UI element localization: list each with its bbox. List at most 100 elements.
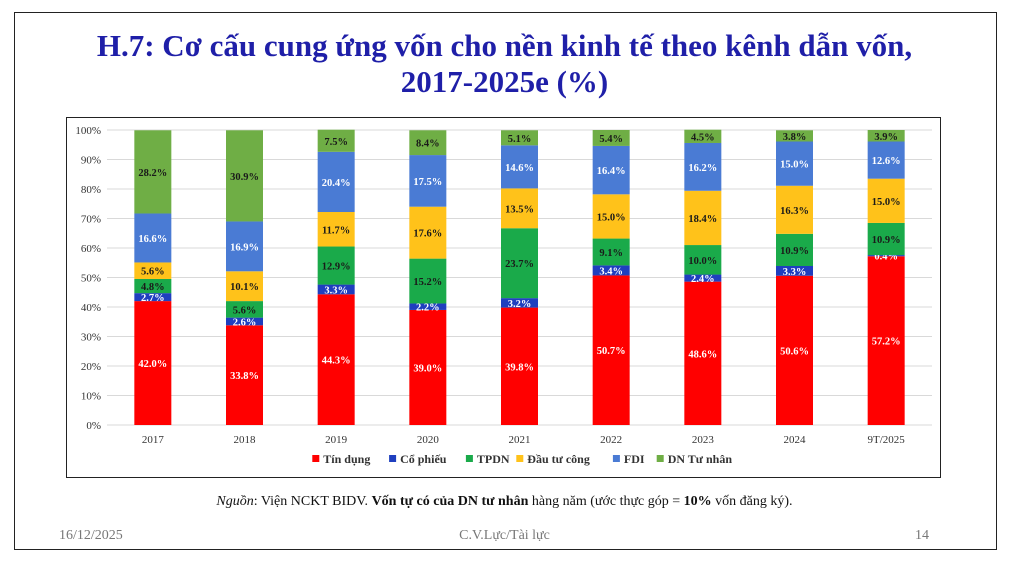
bar-segment: [592, 275, 630, 425]
bar-segment: [776, 233, 813, 266]
x-tick-label: 2020: [417, 434, 440, 446]
x-tick-label: 2019: [325, 434, 348, 446]
legend-swatch: [656, 455, 664, 462]
legend-swatch: [389, 455, 397, 462]
bar-segment: [867, 222, 905, 256]
y-tick-label: 0%: [86, 420, 101, 432]
data-label: 10.1%: [230, 282, 259, 293]
data-label: 33.8%: [230, 371, 259, 382]
y-tick-label: 100%: [75, 125, 101, 137]
data-label: 0.4%: [874, 252, 898, 263]
x-tick-label: 2024: [784, 434, 807, 446]
x-tick-label: 2018: [234, 434, 257, 446]
data-label: 16.4%: [597, 166, 626, 177]
bar-segment: [776, 185, 813, 234]
title-line-1: H.7: Cơ cấu cung ứng vốn cho nền kinh tế…: [96, 28, 913, 63]
source-prefix: Nguồn: [216, 494, 254, 509]
legend-label: Tín dụng: [323, 452, 370, 466]
bar-segment: [226, 130, 263, 222]
data-label: 15.0%: [872, 197, 901, 208]
stacked-bar-chart: 0% 10% 20% 30% 40% 50% 60% 70% 80% 90% 100% 42.0% 2.…: [75, 125, 932, 466]
y-tick-label: 90%: [81, 155, 101, 167]
data-label: 4.5%: [691, 132, 715, 143]
source-note: Nguồn: Viện NCKT BIDV. Vốn tự có của DN …: [0, 494, 1009, 510]
y-tick-label: 20%: [81, 361, 101, 373]
bar-segment: [317, 129, 355, 152]
data-label: 16.9%: [230, 242, 259, 253]
bar-segment: [501, 228, 538, 299]
bar-segment: [409, 155, 447, 207]
y-tick-label: 60%: [81, 243, 101, 255]
data-label: 16.6%: [138, 234, 167, 245]
bar-segment: [684, 142, 722, 191]
bar-segment: [684, 281, 722, 425]
bar-segment: [134, 293, 172, 302]
legend-label: Đầu tư công: [527, 452, 590, 466]
legend-label: Cổ phiếu: [400, 452, 447, 466]
data-label: 18.4%: [688, 214, 717, 225]
footer-date: 16/12/2025: [59, 528, 123, 543]
bar-segment: [226, 301, 263, 318]
bar-segment: [134, 130, 172, 214]
data-label: 8.4%: [416, 139, 440, 150]
data-label: 2.7%: [141, 293, 165, 304]
bar-segment: [867, 256, 905, 425]
data-label: 5.4%: [599, 134, 623, 145]
data-label: 3.4%: [599, 266, 623, 277]
bar-segment: [684, 274, 722, 282]
data-label: 5.6%: [233, 305, 257, 316]
bar-segment: [317, 151, 355, 213]
data-label: 3.3%: [783, 267, 807, 278]
page-title: H.7: Cơ cấu cung ứng vốn cho nền kinh tế…: [40, 28, 969, 100]
bar-segment: [684, 129, 722, 143]
data-label: 28.2%: [138, 168, 167, 179]
x-tick-label: 2022: [600, 434, 622, 446]
data-label: 5.1%: [508, 134, 532, 145]
bar-segment: [409, 206, 447, 259]
bar-segment: [226, 221, 263, 272]
data-label: 10.0%: [688, 256, 717, 267]
x-tick-label: 9T/2025: [868, 434, 906, 446]
data-label: 50.7%: [597, 346, 626, 357]
data-label: 3.2%: [508, 299, 532, 310]
bar-segment: [317, 212, 355, 247]
bar-segment: [592, 145, 630, 195]
source-bold: Vốn tự có của DN tư nhân: [371, 494, 529, 509]
bar-segment: [317, 284, 355, 295]
bar-segment: [867, 255, 905, 257]
source-text-2: hàng năm (ước thực góp =: [528, 494, 684, 509]
x-tick-label: 2021: [509, 434, 531, 446]
bar-segment: [226, 317, 263, 326]
data-label: 2.4%: [691, 274, 715, 285]
bar-segment: [684, 245, 722, 275]
bar-segment: [684, 190, 722, 246]
data-label: 5.6%: [141, 267, 165, 278]
y-tick-label: 50%: [81, 273, 101, 285]
data-label: 12.9%: [322, 262, 351, 273]
data-label: 16.3%: [780, 206, 809, 217]
footer-author: C.V.Lực/Tài lực: [459, 528, 550, 543]
bar-segment: [134, 262, 172, 279]
bar-segment: [501, 298, 538, 308]
data-label: 44.3%: [322, 356, 351, 367]
bar-segment: [501, 307, 538, 425]
data-label: 10.9%: [872, 235, 901, 246]
slide-frame: [14, 12, 997, 550]
bar-segment: [867, 178, 905, 223]
bar-segment: [226, 271, 263, 302]
bar-segment: [592, 130, 630, 146]
y-tick-label: 70%: [81, 214, 101, 226]
data-label: 3.9%: [874, 132, 898, 143]
data-label: 14.6%: [505, 163, 534, 174]
bar-segment: [501, 130, 538, 146]
footer-page-number: 14: [915, 528, 929, 543]
bar-segment: [134, 301, 172, 425]
data-label: 23.7%: [505, 259, 534, 270]
data-label: 17.5%: [413, 177, 442, 188]
legend-label: FDI: [624, 452, 645, 466]
data-label: 13.5%: [505, 204, 534, 215]
bar-segment: [134, 213, 172, 263]
data-label: 16.2%: [688, 163, 717, 174]
source-text-3: vốn đăng ký).: [711, 494, 793, 509]
title-line-2: 2017-2025e (%): [400, 64, 609, 99]
